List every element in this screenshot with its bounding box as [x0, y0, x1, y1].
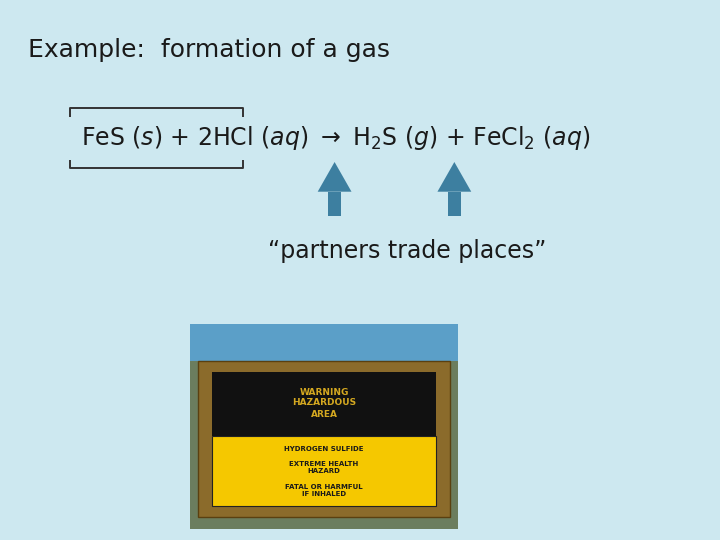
- FancyBboxPatch shape: [212, 372, 436, 436]
- Bar: [328, 192, 341, 216]
- Bar: [448, 192, 461, 216]
- Text: “partners trade places”: “partners trade places”: [268, 239, 546, 263]
- FancyBboxPatch shape: [190, 324, 458, 361]
- Text: HAZARDOUS: HAZARDOUS: [292, 398, 356, 407]
- FancyBboxPatch shape: [212, 436, 436, 506]
- Polygon shape: [438, 162, 472, 192]
- Text: FeS $(s)$ + 2HCl $(aq)$ $\rightarrow$ H$_2$S $(g)$ + FeCl$_2$ $(aq)$: FeS $(s)$ + 2HCl $(aq)$ $\rightarrow$ H$…: [81, 124, 590, 152]
- Text: EXTREME HEALTH
HAZARD: EXTREME HEALTH HAZARD: [289, 461, 359, 474]
- Polygon shape: [318, 162, 351, 192]
- Text: Example:  formation of a gas: Example: formation of a gas: [28, 38, 390, 62]
- FancyBboxPatch shape: [198, 361, 450, 517]
- Text: WARNING: WARNING: [300, 388, 348, 397]
- Text: FATAL OR HARMFUL
IF INHALED: FATAL OR HARMFUL IF INHALED: [285, 484, 363, 497]
- Text: AREA: AREA: [310, 410, 338, 419]
- Text: HYDROGEN SULFIDE: HYDROGEN SULFIDE: [284, 446, 364, 452]
- FancyBboxPatch shape: [190, 361, 458, 529]
